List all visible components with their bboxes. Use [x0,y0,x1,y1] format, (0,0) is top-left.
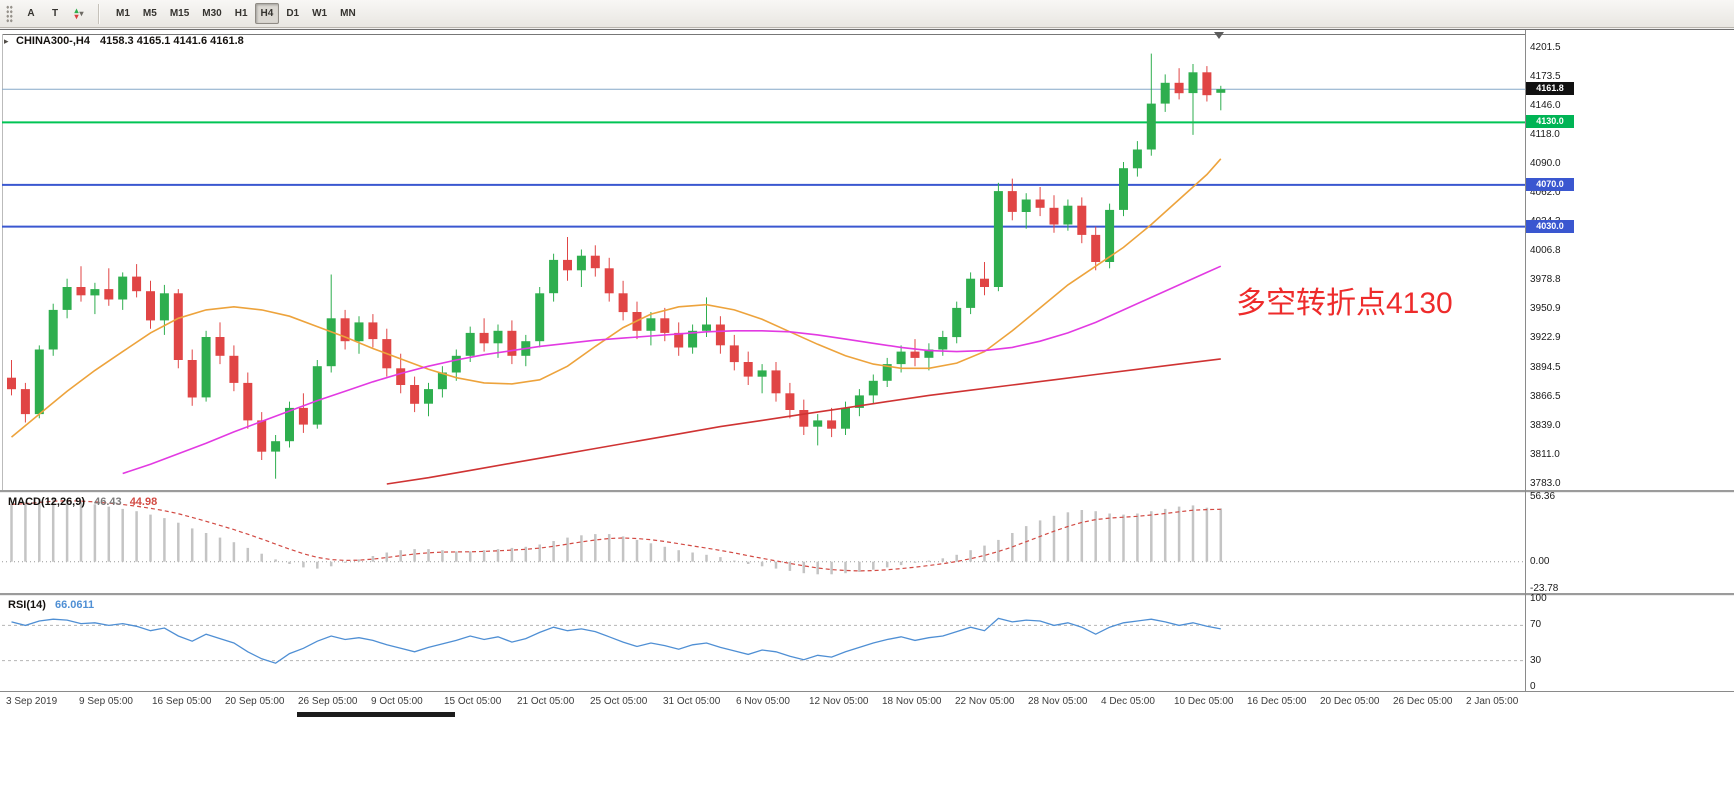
arrow-up-icon: ▴ [74,5,79,15]
price-tick: 3978.8 [1530,274,1561,285]
toolbar-separator [98,3,100,24]
rsi-tick: 30 [1530,655,1542,666]
time-label: 6 Nov 05:00 [736,696,790,707]
time-label: 18 Nov 05:00 [882,696,942,707]
rsi-name: RSI(14) [8,599,46,611]
chart-window: ▸ CHINA300-,H4 4158.3 4165.1 4141.6 4161… [0,29,1734,798]
timeframe-w1[interactable]: W1 [306,3,333,24]
arrows-icon: ▴ ▾ [74,5,79,21]
chart-annotation: 多空转折点4130 [1236,287,1453,320]
chart-header: CHINA300-,H4 4158.3 4165.1 4141.6 4161.8 [16,35,244,47]
rsi-tick: 70 [1530,619,1542,630]
rsi-label: RSI(14) 66.0611 [8,599,94,611]
time-label: 22 Nov 05:00 [955,696,1015,707]
price-tick: 4146.0 [1530,100,1561,111]
toolbar-grip[interactable] [6,4,13,23]
macd-canvas[interactable] [2,493,1525,593]
price-tick: 4201.5 [1530,42,1561,53]
toolbar: A T ▴ ▾ ▾ M1 M5 M15 M30 H1 H4 D1 W1 MN [0,0,1734,28]
price-tick: 4006.8 [1530,245,1561,256]
macd-tick: 56.36 [1530,491,1556,502]
time-label: 3 Sep 2019 [6,696,58,707]
time-label: 4 Dec 05:00 [1101,696,1155,707]
time-label: 2 Jan 05:00 [1466,696,1519,707]
arrows-tool-button[interactable]: ▴ ▾ ▾ [68,3,90,24]
price-badge: 4130.0 [1526,115,1574,128]
price-badge: 4030.0 [1526,220,1574,233]
price-axis-line[interactable] [1525,30,1526,691]
time-label: 20 Dec 05:00 [1320,696,1380,707]
macd-tick: 0.00 [1530,556,1550,567]
text-tool-button[interactable]: A [20,3,42,24]
timeframe-m1[interactable]: M1 [110,3,136,24]
time-label: 28 Nov 05:00 [1028,696,1088,707]
timeframe-mn[interactable]: MN [334,3,362,24]
price-tick: 4173.5 [1530,71,1561,82]
time-label: 26 Dec 05:00 [1393,696,1453,707]
timeframe-m15[interactable]: M15 [164,3,195,24]
type-tool-button[interactable]: T [44,3,66,24]
macd-main-value: 46.43 [94,496,122,508]
time-label: 16 Dec 05:00 [1247,696,1307,707]
ma-slow-line [386,358,1221,485]
price-badge: 4070.0 [1526,178,1574,191]
time-label: 9 Oct 05:00 [371,696,423,707]
macd-signal-value: 44.98 [129,496,158,508]
price-tick: 3866.5 [1530,391,1561,402]
chart-shift-marker[interactable] [1214,32,1224,39]
price-tick: 3839.0 [1530,420,1561,431]
arrow-down-icon: ▾ [74,11,79,21]
ohlc-values: 4158.3 4165.1 4141.6 4161.8 [100,35,244,47]
timeframe-d1[interactable]: D1 [280,3,305,24]
rsi-value: 66.0611 [54,599,95,611]
rsi-line [11,617,1221,664]
timeframe-h1[interactable]: H1 [229,3,254,24]
price-tick: 3783.0 [1530,478,1561,489]
time-label: 12 Nov 05:00 [809,696,869,707]
price-badge: 4161.8 [1526,82,1574,95]
time-label: 26 Sep 05:00 [298,696,358,707]
time-axis-line [0,691,1734,692]
time-label: 15 Oct 05:00 [444,696,502,707]
time-label: 31 Oct 05:00 [663,696,721,707]
price-tick: 3922.9 [1530,332,1561,343]
timeframe-group: M1 M5 M15 M30 H1 H4 D1 W1 MN [110,3,362,24]
time-label: 21 Oct 05:00 [517,696,575,707]
macd-signal-line [11,500,1221,572]
time-label: 10 Dec 05:00 [1174,696,1234,707]
timeframe-m30[interactable]: M30 [196,3,227,24]
macd-histogram [10,497,1223,575]
ma-mid-line [122,265,1222,475]
time-label: 25 Oct 05:00 [590,696,648,707]
macd-label: MACD(12,26,9) 46.43 44.98 [8,496,157,508]
rsi-tick: 100 [1530,593,1547,604]
chevron-down-icon: ▾ [79,9,84,18]
rsi-canvas[interactable] [2,596,1525,690]
time-label: 16 Sep 05:00 [152,696,212,707]
price-tick: 3811.0 [1530,449,1560,460]
timeframe-m5[interactable]: M5 [137,3,163,24]
time-label: 9 Sep 05:00 [79,696,133,707]
time-label: 20 Sep 05:00 [225,696,285,707]
price-tick: 4062.0 [1530,187,1561,198]
price-tick: 4090.0 [1530,158,1561,169]
one-click-trading-toggle[interactable]: ▸ [4,36,9,46]
symbol-timeframe-label: CHINA300-,H4 [16,35,90,47]
main-chart-canvas[interactable] [2,34,1525,490]
price-tick: 3950.9 [1530,303,1561,314]
level-lines [2,88,1525,228]
price-tick: 4118.0 [1530,129,1560,140]
ma-fast-line [10,158,1222,438]
rsi-tick: 0 [1530,681,1536,692]
price-tick: 3894.5 [1530,362,1561,373]
panel-separator-rsi[interactable] [0,593,1734,596]
panel-separator-macd[interactable] [0,490,1734,493]
macd-tick: -23.78 [1530,583,1559,594]
timeframe-h4[interactable]: H4 [254,3,280,24]
macd-name: MACD(12,26,9) [8,496,86,508]
h-scrollbar-thumb[interactable] [297,712,455,717]
candles-layer [7,53,1226,479]
